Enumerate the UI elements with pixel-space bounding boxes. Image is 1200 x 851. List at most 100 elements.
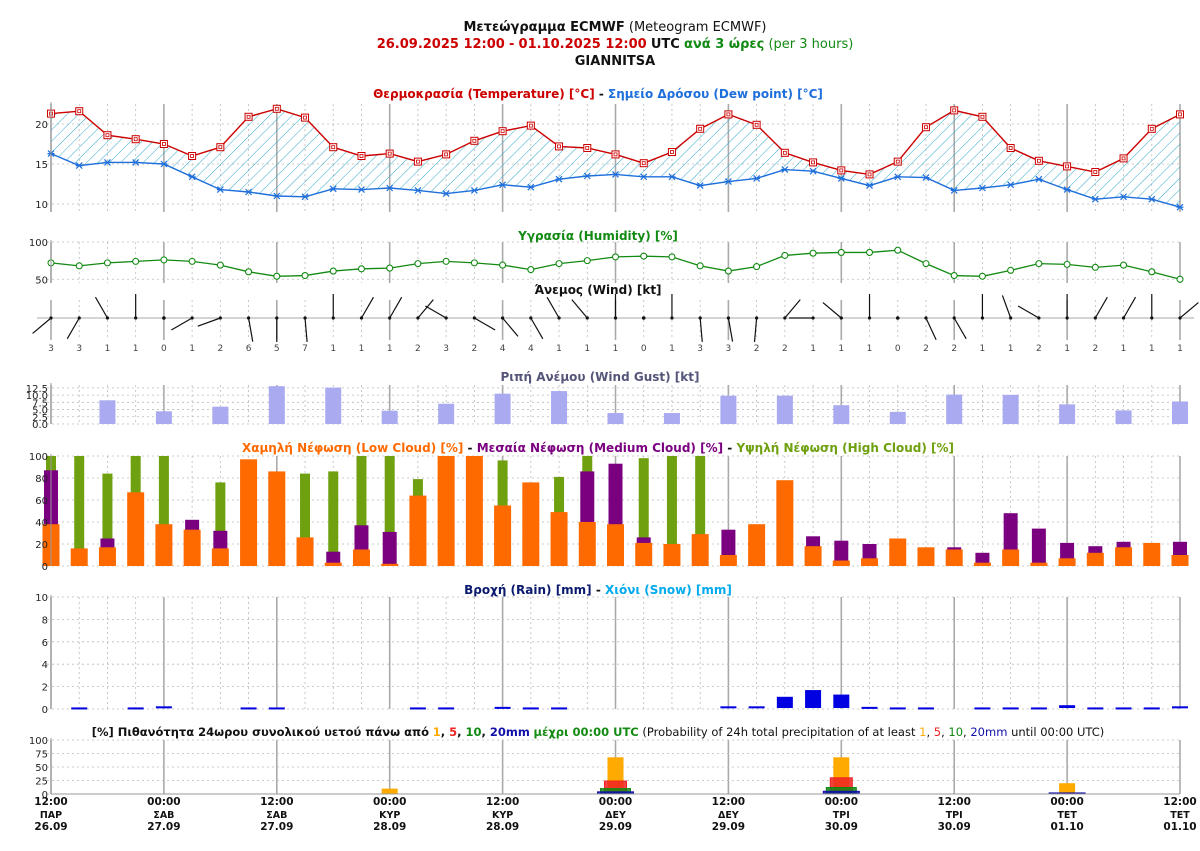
rain-bar (1059, 705, 1076, 708)
cloud-tick-label: 20 (35, 540, 48, 551)
wind-barb (1179, 302, 1199, 319)
wind-barb-origin (613, 316, 618, 320)
wind-speed-label: 1 (1149, 344, 1155, 354)
prob-en-comma-2: , (941, 725, 948, 739)
temperature-point-inner (754, 122, 759, 127)
wind-speed-label: 0 (161, 344, 167, 354)
rain-bar (494, 706, 511, 709)
wind-speed-label: 2 (754, 344, 760, 354)
prob-panel-title: [%] Πιθανότητα 24ωρου συνολικού υετού πά… (92, 725, 1105, 739)
gust-tick-label: 10.0 (26, 391, 48, 402)
wind-speed-label: 3 (443, 344, 449, 354)
temperature-point-inner (246, 114, 251, 119)
high-cloud-bar (356, 456, 367, 566)
temperature-point-inner (1008, 146, 1013, 150)
cloud-tick-label: 100 (29, 452, 48, 463)
humidity-point (499, 261, 507, 269)
high-cloud-bar (666, 456, 677, 566)
rain-bar (551, 707, 568, 710)
wind-barb (32, 317, 52, 334)
wind-speed-label: 5 (274, 344, 280, 354)
prob-en-comma-1: , (926, 725, 933, 739)
gust-title: Ριπή Ανέμου (Wind Gust) [kt] (501, 370, 700, 384)
temperature-point (272, 104, 281, 113)
wind-barb-origin (218, 316, 222, 320)
gust-bar (946, 394, 963, 424)
wind-barb (822, 302, 842, 319)
dewpoint-point (922, 174, 930, 182)
gust-bar (1172, 401, 1188, 424)
temperature-point (950, 106, 959, 115)
low-cloud-bar (1002, 549, 1020, 566)
wind-barb-origin (1150, 316, 1154, 320)
x-day-label: ΚΥΡ (492, 810, 513, 821)
temperature-point (301, 113, 310, 122)
temperature-point (639, 159, 648, 168)
temperature-point (667, 148, 676, 156)
wind-barb (247, 317, 254, 342)
humidity-point (781, 251, 789, 259)
low-cloud-title: Χαμηλή Νέφωση (Low Cloud) [%] (242, 441, 463, 455)
wind-barb (1017, 305, 1040, 319)
wind-speed-label: 6 (246, 344, 252, 354)
wind-speed-label: 1 (105, 344, 111, 354)
high-cloud-bar (638, 458, 649, 566)
prob-th-10: 10 (465, 725, 481, 739)
x-date-label: 30.09 (938, 821, 971, 833)
gust-bar (889, 411, 906, 424)
humidity-point (216, 261, 224, 269)
x-time-label: 00:00 (373, 796, 406, 808)
low-cloud-bar (1086, 552, 1104, 566)
temperature-point-inner (133, 137, 138, 142)
dewpoint-point (978, 184, 986, 192)
prob-th-1: 1 (433, 725, 441, 739)
temperature-point-inner (585, 146, 590, 150)
gust-bar (325, 387, 342, 424)
x-date-label: 27.09 (260, 821, 293, 833)
temperature-point (526, 121, 535, 130)
dew-title: Σημείο Δρόσου (Dew point) [°C] (608, 87, 823, 101)
humidity-point (753, 263, 761, 271)
period-end: 01.10.2025 12:00 (519, 37, 647, 52)
dewpoint-point (499, 181, 507, 189)
temperature-point (611, 150, 620, 159)
rain-bar (1172, 706, 1188, 709)
temperature-point (103, 131, 112, 140)
humidity-point (470, 259, 478, 267)
medium-cloud-bar (326, 551, 341, 566)
prob-comma-3: , (481, 725, 489, 739)
wind-barb-origin (49, 316, 53, 320)
x-day-label: ΤΡΙ (833, 810, 850, 821)
gust-tick-label: 5.0 (32, 406, 48, 417)
location-name: GIANNITSA (575, 54, 655, 69)
rain-bar (240, 707, 257, 710)
prob-th-5: 5 (449, 725, 457, 739)
low-cloud-bar (409, 495, 427, 566)
temperature-point-inner (387, 151, 392, 156)
wind-barb (1094, 296, 1108, 319)
temperature-point-inner (190, 154, 195, 158)
dewpoint-point (527, 183, 535, 191)
x-time-label: 00:00 (599, 796, 632, 808)
temperature-point (752, 120, 761, 129)
gust-tick-label: 7.5 (32, 398, 48, 409)
high-cloud-bar (74, 456, 85, 566)
dewpoint-point (612, 170, 619, 178)
medium-cloud-bar (834, 540, 849, 566)
gust-bar (776, 395, 793, 424)
rain-bar (889, 707, 906, 710)
low-cloud-bar (719, 555, 737, 566)
prob-title-pre: [%] Πιθανότητα 24ωρου συνολικού υετού πά… (92, 725, 429, 739)
wind-speed-label: 1 (387, 344, 393, 354)
wind-barb (304, 317, 308, 342)
dewpoint-point (809, 167, 817, 175)
wind-barb-origin (1093, 316, 1097, 320)
temperature-point (724, 110, 733, 119)
precip-tick-label: 0 (42, 705, 48, 716)
wind-barb (784, 299, 801, 319)
temperature-point-inner (1178, 112, 1182, 117)
wind-speed-label: 2 (472, 344, 478, 354)
temperature-point (837, 166, 846, 175)
dewpoint-point (1120, 193, 1128, 201)
